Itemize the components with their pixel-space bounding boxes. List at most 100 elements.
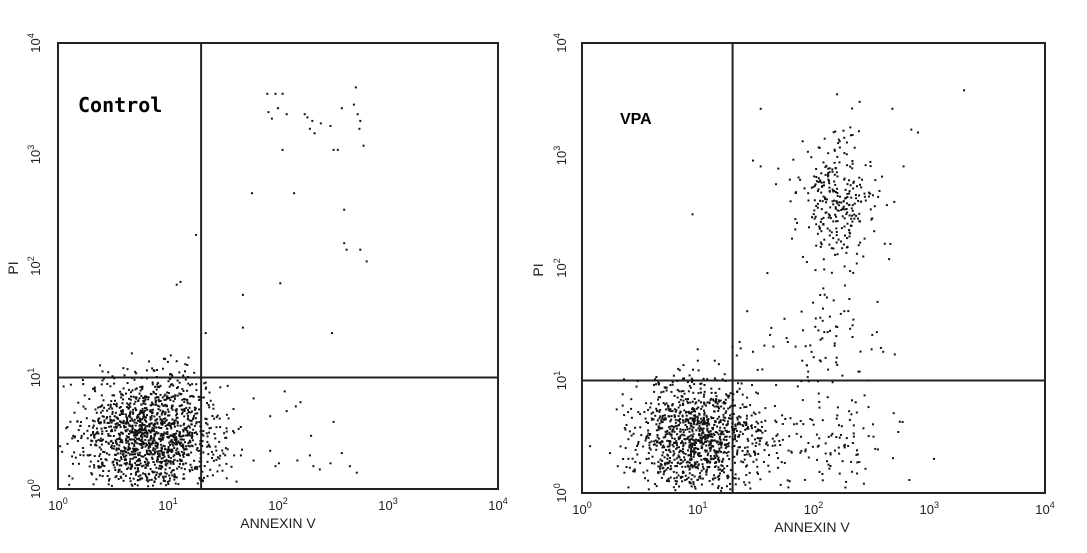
data-point bbox=[159, 384, 162, 387]
data-point bbox=[166, 397, 169, 400]
data-point bbox=[270, 117, 273, 120]
data-point bbox=[669, 465, 672, 468]
data-point bbox=[142, 423, 145, 426]
data-point bbox=[198, 477, 201, 479]
data-point bbox=[786, 479, 789, 482]
data-point bbox=[869, 192, 872, 195]
data-point bbox=[176, 379, 179, 382]
data-point bbox=[684, 438, 687, 441]
data-point bbox=[156, 404, 159, 407]
data-point bbox=[182, 423, 185, 426]
data-point bbox=[794, 345, 797, 348]
data-point bbox=[746, 396, 749, 399]
data-point bbox=[684, 420, 687, 423]
data-point bbox=[874, 447, 877, 450]
data-point bbox=[679, 462, 682, 465]
data-point bbox=[692, 483, 695, 486]
data-point bbox=[688, 441, 691, 444]
data-point bbox=[636, 445, 639, 447]
data-point bbox=[131, 425, 134, 428]
data-point bbox=[142, 432, 144, 435]
data-point bbox=[168, 479, 171, 482]
data-point bbox=[701, 423, 704, 426]
data-point bbox=[109, 419, 112, 422]
data-point bbox=[710, 416, 713, 419]
data-point bbox=[208, 406, 211, 409]
data-point bbox=[140, 410, 143, 412]
data-point bbox=[205, 418, 208, 421]
data-point bbox=[710, 458, 713, 461]
data-point bbox=[711, 428, 714, 431]
data-point bbox=[178, 462, 181, 465]
data-point bbox=[115, 475, 118, 478]
data-point bbox=[82, 450, 85, 453]
data-point bbox=[677, 419, 680, 422]
data-point bbox=[120, 456, 122, 459]
data-point bbox=[176, 447, 179, 450]
data-point bbox=[681, 433, 684, 436]
data-point bbox=[829, 453, 832, 456]
data-point bbox=[683, 438, 686, 440]
data-point bbox=[153, 463, 156, 466]
data-point bbox=[661, 427, 664, 430]
data-point bbox=[705, 415, 708, 418]
data-point bbox=[109, 434, 112, 437]
data-point bbox=[715, 401, 718, 404]
data-point bbox=[154, 448, 157, 451]
data-point bbox=[126, 382, 129, 384]
data-point bbox=[186, 412, 189, 415]
data-point bbox=[723, 467, 726, 470]
data-point bbox=[841, 215, 844, 218]
data-point bbox=[95, 427, 98, 430]
data-point bbox=[650, 462, 653, 465]
data-point bbox=[706, 427, 709, 430]
data-point bbox=[190, 394, 193, 397]
data-point bbox=[731, 413, 734, 415]
data-point bbox=[698, 413, 701, 416]
data-point bbox=[191, 383, 194, 386]
data-point bbox=[113, 415, 116, 418]
data-point bbox=[759, 165, 762, 168]
data-point bbox=[813, 217, 816, 220]
data-point bbox=[871, 217, 874, 220]
data-point bbox=[839, 312, 842, 315]
data-point bbox=[133, 445, 136, 448]
data-point bbox=[648, 447, 651, 449]
data-point bbox=[853, 213, 856, 216]
data-point bbox=[623, 414, 626, 417]
data-point bbox=[186, 402, 189, 405]
data-point bbox=[136, 414, 139, 417]
data-point bbox=[639, 413, 642, 416]
data-point bbox=[835, 200, 838, 203]
data-point bbox=[269, 449, 272, 452]
data-point bbox=[145, 420, 148, 423]
data-point bbox=[828, 186, 831, 189]
data-point bbox=[736, 416, 739, 419]
data-point bbox=[712, 404, 714, 407]
data-point bbox=[697, 406, 700, 409]
data-point bbox=[184, 363, 187, 366]
data-point bbox=[741, 432, 744, 435]
data-point bbox=[146, 452, 149, 455]
data-point bbox=[726, 420, 729, 423]
data-point bbox=[669, 420, 672, 423]
data-point bbox=[140, 394, 143, 397]
data-point bbox=[252, 459, 255, 462]
data-point bbox=[713, 405, 716, 408]
data-point bbox=[877, 195, 880, 198]
data-point bbox=[836, 414, 839, 417]
data-point bbox=[852, 271, 855, 274]
data-point bbox=[823, 184, 825, 187]
data-point bbox=[165, 464, 168, 467]
data-point bbox=[140, 427, 143, 430]
data-point bbox=[842, 205, 845, 208]
data-point bbox=[184, 462, 187, 465]
data-point bbox=[788, 178, 791, 181]
data-point bbox=[838, 436, 841, 439]
data-point bbox=[139, 477, 142, 480]
data-point bbox=[219, 454, 222, 457]
data-point bbox=[145, 395, 148, 398]
data-point bbox=[202, 396, 205, 399]
data-point bbox=[154, 445, 157, 448]
data-point bbox=[92, 424, 95, 427]
